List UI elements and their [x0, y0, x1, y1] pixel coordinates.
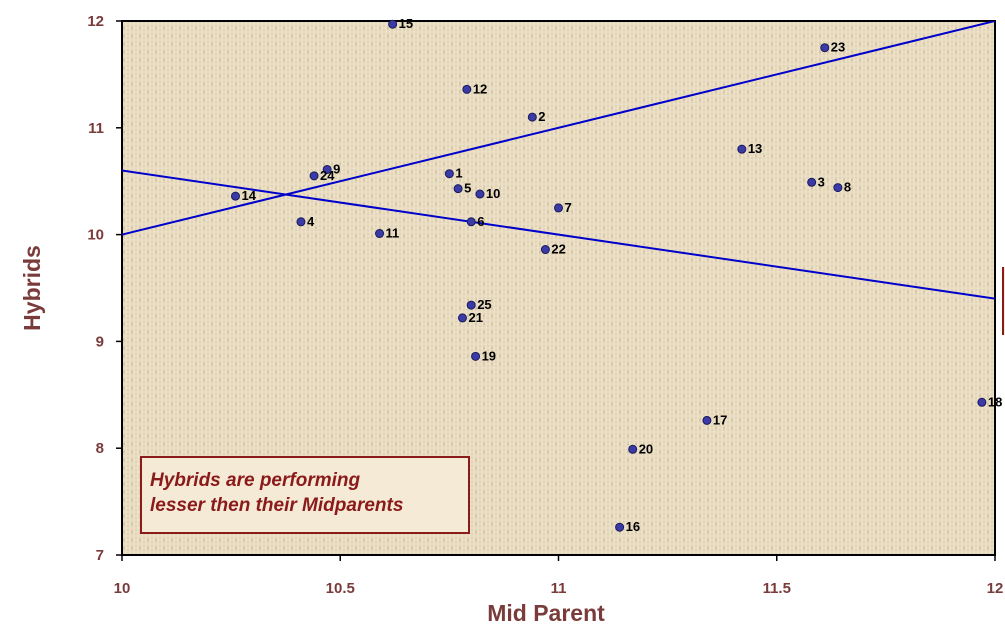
annotation-box: Hybrids are performing lesser then their…	[140, 456, 470, 534]
point-marker-3	[807, 177, 817, 187]
point-marker-20	[628, 444, 638, 454]
point-label-3: 3	[818, 174, 825, 189]
point-label-4: 4	[307, 214, 315, 229]
point-label-1: 1	[455, 166, 462, 181]
reference-lines	[122, 21, 995, 300]
x-axis-ticks: 10 10.5 11 11.5 12	[114, 555, 1004, 597]
point-label-15: 15	[399, 16, 413, 31]
point-label-20: 20	[639, 441, 653, 456]
point-label-22: 22	[551, 242, 565, 257]
point-marker-23	[820, 43, 830, 53]
point-marker-19	[471, 351, 481, 361]
x-tick-label: 10.5	[326, 580, 355, 597]
point-marker-15	[388, 19, 398, 29]
point-label-6: 6	[477, 214, 484, 229]
point-marker-9	[322, 164, 332, 174]
point-label-23: 23	[831, 40, 845, 55]
point-label-12: 12	[473, 81, 487, 96]
x-tick-label: 11.5	[763, 580, 791, 597]
x-axis-title: Mid Parent	[487, 600, 605, 626]
point-label-8: 8	[844, 180, 851, 195]
point-marker-21	[457, 313, 467, 323]
point-label-21: 21	[468, 310, 482, 325]
point-marker-13	[737, 144, 747, 154]
y-axis-title: Hybrids	[19, 245, 45, 331]
point-marker-10	[475, 189, 485, 199]
point-label-10: 10	[486, 186, 500, 201]
reference-line-2	[122, 169, 995, 300]
point-marker-14	[230, 191, 240, 201]
point-label-7: 7	[565, 200, 572, 215]
y-tick-label: 9	[96, 333, 104, 350]
x-tick-label: 11	[551, 580, 567, 597]
y-tick-label: 10	[87, 227, 104, 244]
point-marker-12	[462, 84, 472, 94]
point-label-16: 16	[626, 519, 640, 534]
point-marker-2	[527, 112, 537, 122]
point-label-11: 11	[386, 226, 400, 241]
point-label-17: 17	[713, 412, 727, 427]
point-marker-5	[453, 184, 463, 194]
x-tick-label: 10	[114, 580, 131, 597]
point-marker-25	[466, 300, 476, 310]
point-marker-1	[444, 169, 454, 179]
point-label-19: 19	[482, 348, 496, 363]
point-marker-7	[554, 203, 563, 213]
point-label-13: 13	[748, 141, 762, 156]
point-label-18: 18	[988, 394, 1002, 409]
y-tick-label: 12	[87, 13, 104, 30]
point-marker-8	[833, 183, 843, 193]
point-marker-16	[615, 522, 625, 532]
point-marker-17	[702, 415, 712, 425]
point-marker-6	[466, 217, 476, 227]
point-label-25: 25	[477, 297, 491, 312]
reference-line-1	[122, 21, 995, 236]
annotation-line-2: lesser then their Midparents	[150, 495, 404, 516]
point-marker-18	[977, 397, 987, 407]
y-tick-label: 7	[96, 547, 104, 564]
y-axis-ticks: 7 8 9 10 11 12	[87, 13, 122, 564]
point-label-2: 2	[538, 109, 545, 124]
point-marker-11	[375, 229, 385, 239]
point-label-9: 9	[333, 161, 340, 176]
point-marker-4	[296, 217, 306, 227]
x-tick-label: 12	[987, 580, 1004, 597]
y-tick-label: 11	[88, 120, 104, 137]
annotation-line-1: Hybrids are performing	[150, 470, 361, 491]
point-label-14: 14	[241, 188, 256, 203]
point-marker-24	[309, 171, 319, 181]
point-label-5: 5	[464, 181, 471, 196]
y-tick-label: 8	[96, 440, 104, 457]
point-label-24: 24	[320, 168, 335, 183]
data-points: 1234567891011121314151617181920212223242…	[230, 16, 1002, 534]
point-marker-22	[540, 245, 550, 255]
clipped-annotation-box	[1002, 267, 1005, 335]
